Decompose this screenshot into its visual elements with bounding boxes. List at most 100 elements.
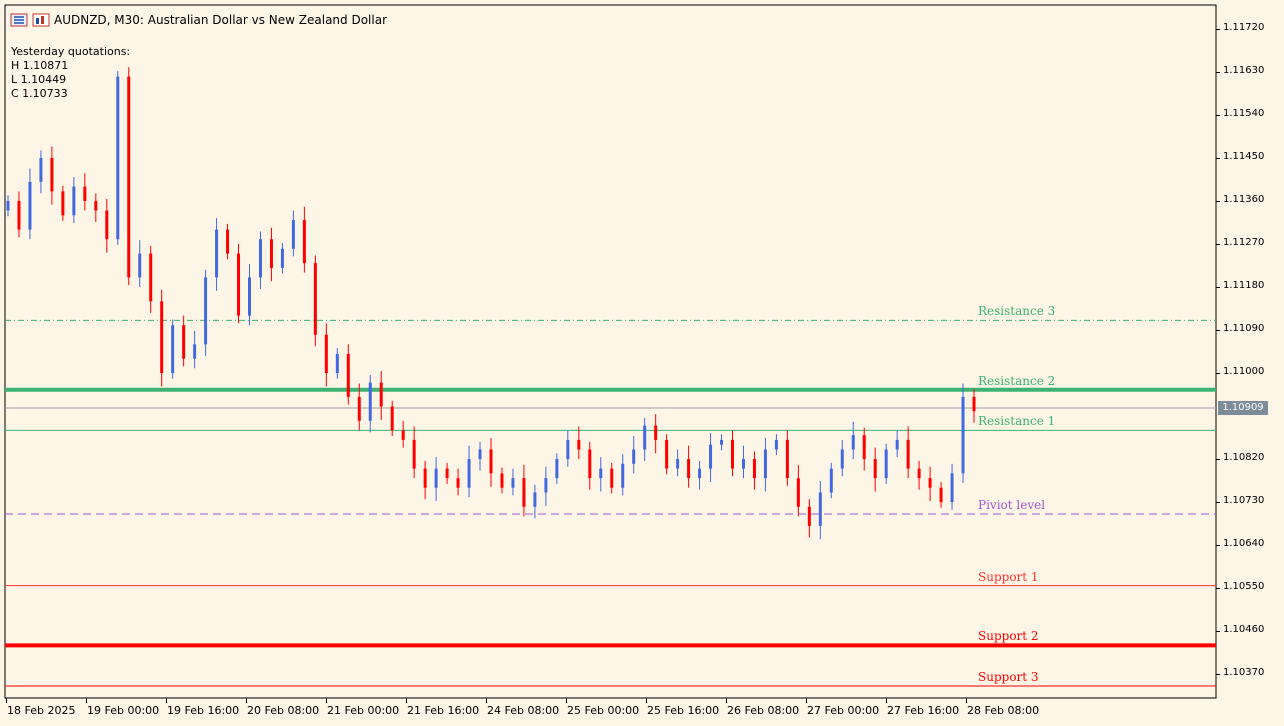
candle-body: [269, 239, 273, 268]
candle-body: [61, 191, 65, 216]
time-tick-mark: [726, 698, 727, 703]
time-tick-label: 21 Feb 00:00: [327, 704, 400, 717]
candle-body: [280, 248, 284, 268]
price-tick-mark: [1216, 200, 1220, 202]
candle-body: [226, 229, 230, 254]
time-tick-mark: [246, 698, 247, 703]
time-tick-label: 21 Feb 16:00: [407, 704, 480, 717]
candle-body: [6, 200, 10, 211]
candle-body: [138, 253, 142, 278]
candle-body: [204, 277, 208, 345]
pivot-lines: [5, 319, 1216, 687]
candle-body: [950, 473, 954, 503]
candle-body: [763, 449, 767, 479]
candle-body: [511, 478, 515, 488]
time-tick-mark: [406, 698, 407, 703]
candle-body: [357, 396, 361, 421]
time-tick-mark: [966, 698, 967, 703]
chart-header: AUDNZD, M30: Australian Dollar vs New Ze…: [10, 11, 387, 29]
symbol-chart-icon[interactable]: [32, 13, 50, 27]
candle-body: [928, 478, 932, 488]
candle-body: [335, 353, 339, 374]
price-tick-mark: [1216, 373, 1220, 374]
candle-body: [599, 468, 603, 479]
piviot-level-label: Piviot level: [978, 497, 1046, 512]
candle-body: [566, 439, 570, 460]
candle-body: [39, 157, 43, 182]
price-tick-label: 1.11360: [1223, 193, 1265, 205]
chart-window-icon[interactable]: [10, 13, 28, 27]
time-tick-label: 25 Feb 00:00: [567, 704, 640, 717]
time-tick-label: 20 Feb 08:00: [247, 704, 320, 717]
candle-body: [676, 459, 680, 469]
support-2-label: Support 2: [978, 629, 1039, 644]
price-tick-label: 1.11270: [1223, 236, 1265, 248]
candle-body: [500, 473, 504, 488]
candle-body: [368, 382, 372, 421]
price-tick-mark: [1216, 631, 1220, 633]
price-tick-label: 1.10640: [1223, 538, 1265, 550]
time-tick-label: 28 Feb 08:00: [967, 704, 1040, 717]
candle-body: [313, 263, 317, 335]
candle-body: [654, 425, 658, 440]
price-tick-mark: [1216, 588, 1220, 590]
candle-body: [467, 459, 471, 488]
price-tick-mark: [1216, 545, 1220, 547]
candle-body: [423, 468, 427, 488]
candle-body: [785, 439, 789, 479]
time-tick-mark: [486, 698, 487, 703]
price-tick-mark: [1216, 286, 1220, 288]
candle-body: [961, 396, 965, 474]
candle-body: [17, 200, 21, 230]
candle-body: [851, 435, 855, 450]
candle-body: [610, 468, 614, 488]
candle-body: [741, 459, 745, 469]
quotations-title: Yesterday quotations:: [11, 45, 131, 58]
time-tick-mark: [166, 698, 167, 703]
candle-body: [324, 334, 328, 374]
candle-body: [884, 449, 888, 479]
time-tick-mark: [646, 698, 647, 703]
candle-body: [643, 425, 647, 450]
candle-body: [379, 382, 383, 407]
candle-body: [720, 439, 724, 445]
candle-body: [346, 353, 350, 397]
candle-body: [83, 186, 87, 201]
candle-body: [105, 210, 109, 240]
price-tick-label: 1.10370: [1223, 667, 1265, 679]
candle-body: [215, 229, 219, 278]
candle-body: [171, 325, 175, 374]
time-tick-label: 19 Feb 00:00: [87, 704, 160, 717]
candle-body: [774, 439, 778, 450]
plot-frame: [4, 4, 1217, 699]
price-tick-mark: [1216, 674, 1220, 676]
candle-body: [731, 439, 734, 469]
candle-body: [709, 444, 713, 469]
time-tick-label: 24 Feb 08:00: [487, 704, 560, 717]
candle-body: [665, 439, 669, 469]
time-tick-mark: [566, 698, 567, 703]
candle-body: [972, 396, 976, 412]
candle-body: [906, 439, 910, 469]
price-tick-mark: [1216, 28, 1220, 30]
resistance-2-label: Resistance 2: [978, 373, 1056, 388]
resistance-1-label: Resistance 1: [978, 414, 1056, 429]
candle-body: [72, 186, 76, 216]
yesterday-quotations: Yesterday quotations: H 1.10871 L 1.1044…: [11, 45, 130, 101]
candle-body: [621, 463, 625, 488]
candle-body: [895, 439, 899, 450]
candle-body: [588, 449, 592, 479]
candle-body: [555, 459, 559, 479]
time-tick-label: 25 Feb 16:00: [647, 704, 720, 717]
candle-body: [544, 478, 548, 493]
resistance-3-label: Resistance 3: [978, 304, 1056, 319]
candle-body: [478, 449, 482, 460]
candle-body: [291, 220, 295, 249]
price-tick-mark: [1216, 71, 1220, 73]
time-tick-mark: [6, 698, 7, 703]
candles: [6, 67, 976, 540]
candle-body: [577, 439, 581, 450]
candle-body: [401, 430, 405, 440]
